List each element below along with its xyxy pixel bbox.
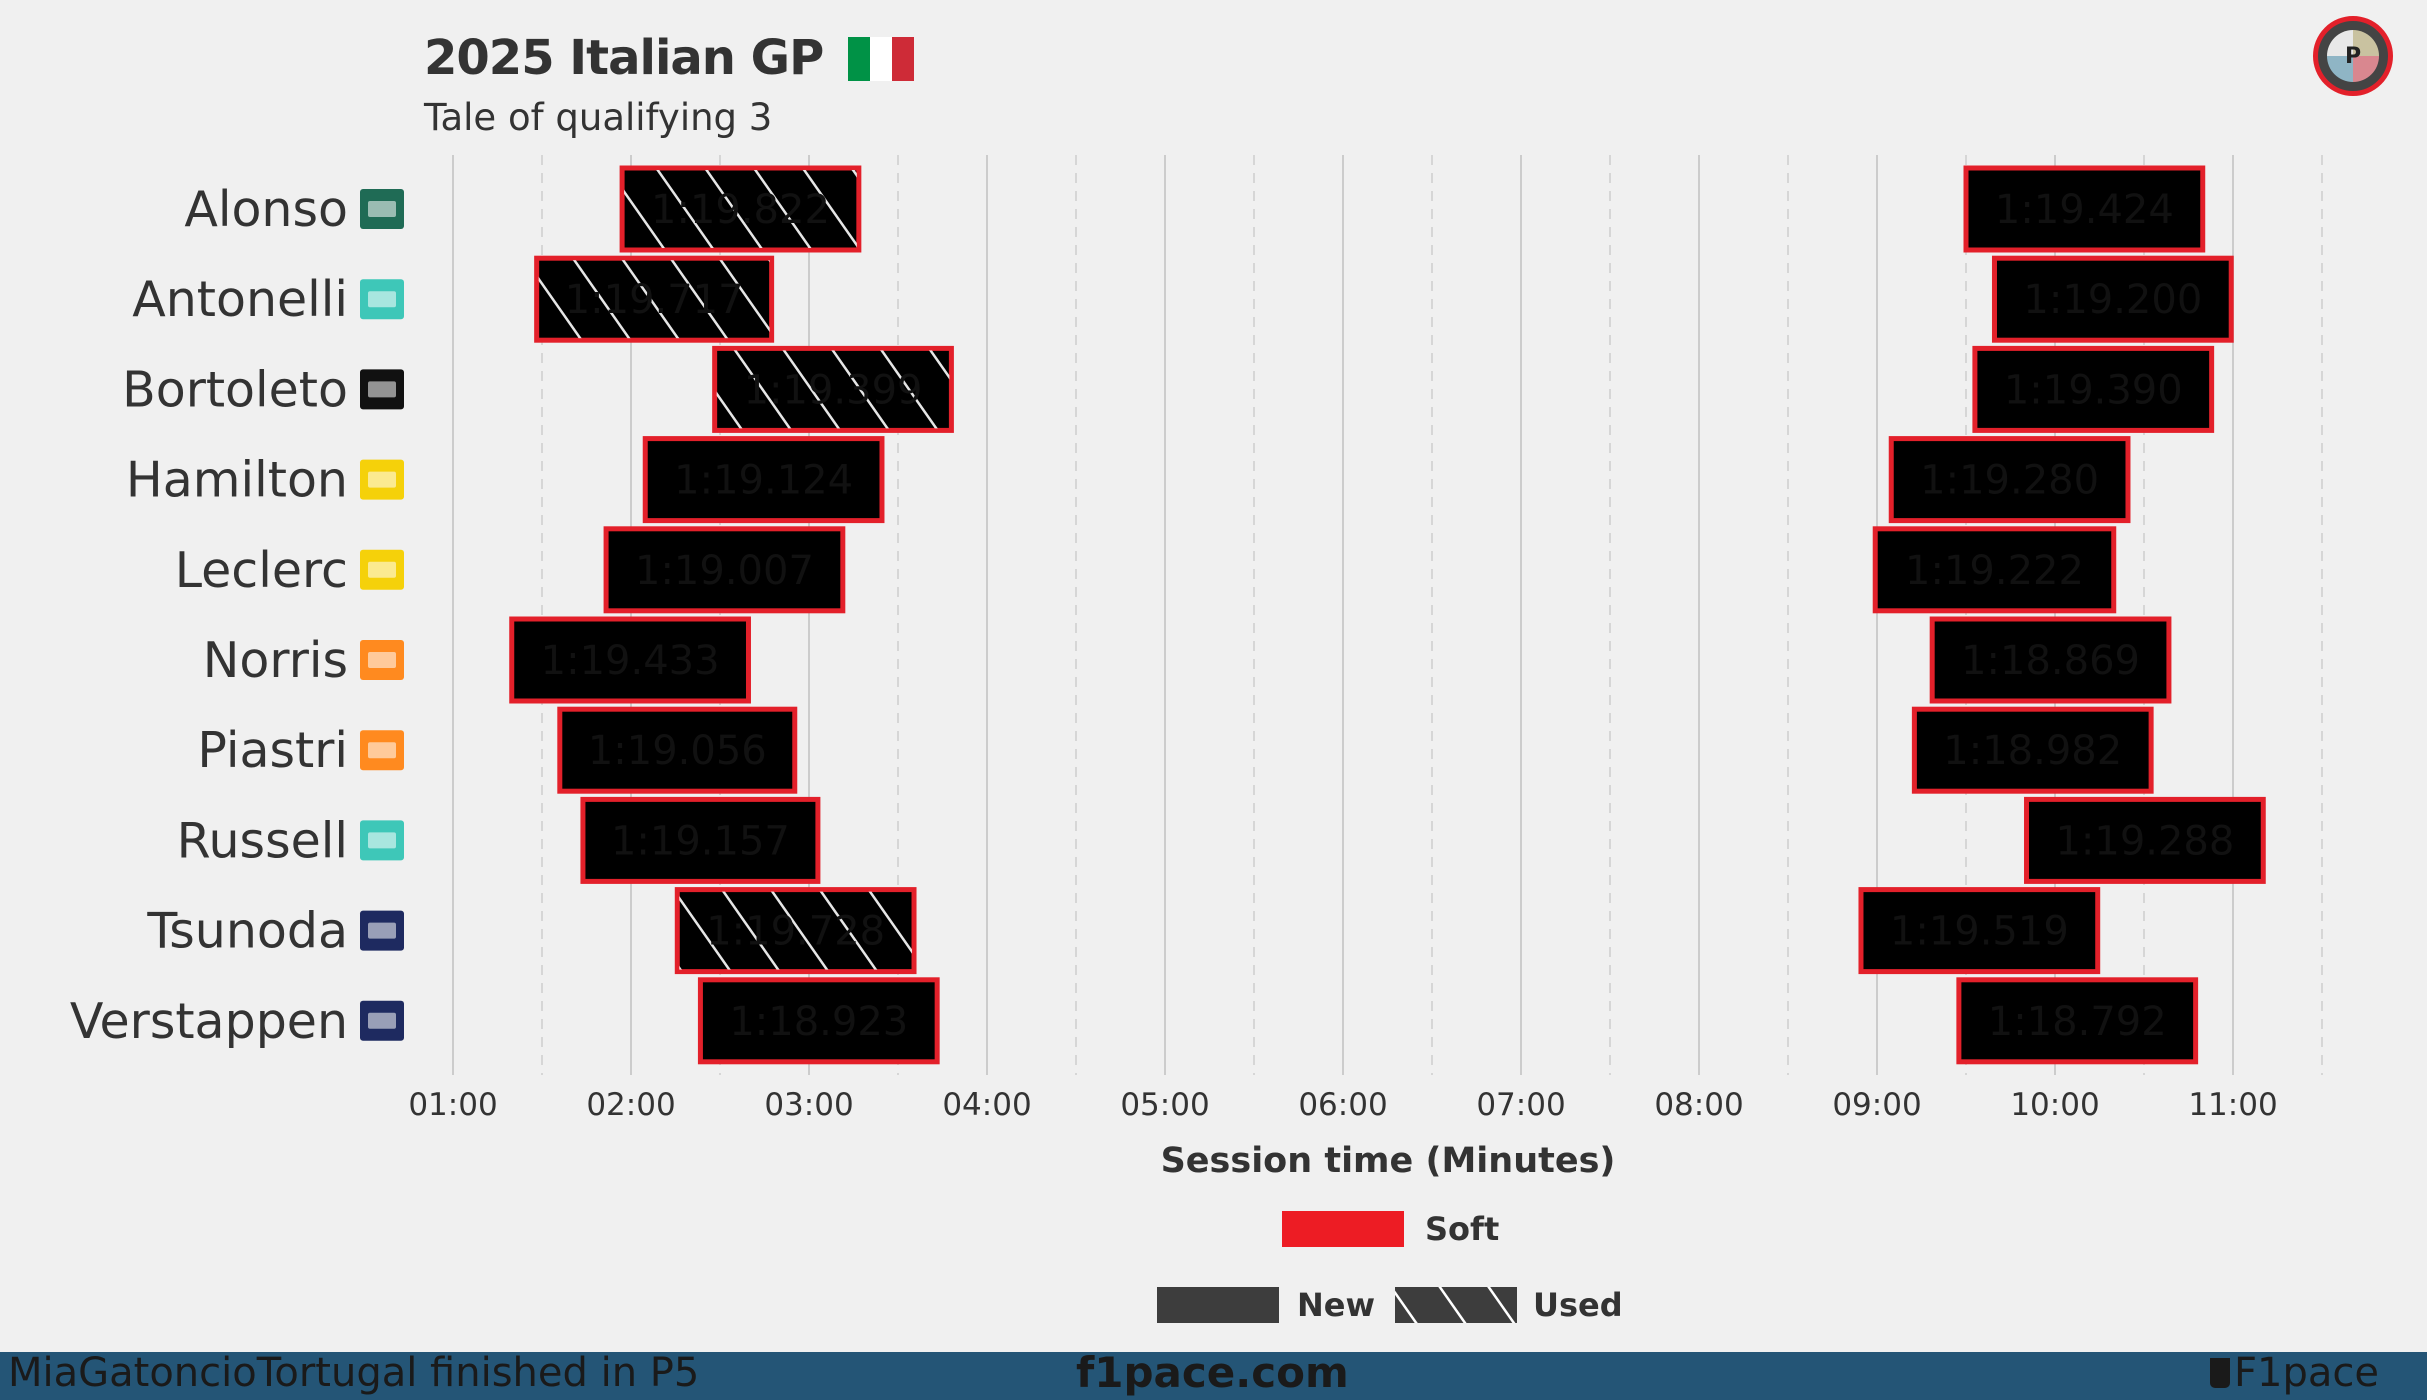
x-axis-label: Session time (Minutes) xyxy=(1161,1141,1616,1181)
lap-bar xyxy=(557,706,798,794)
lap-bar xyxy=(603,526,846,614)
driver-label: Piastri xyxy=(197,722,348,779)
x-tick-label: 01:00 xyxy=(408,1087,497,1123)
kick-sauber-icon-mark xyxy=(368,381,396,398)
x-tick-label: 10:00 xyxy=(2010,1087,2099,1123)
lap-bar xyxy=(2024,796,2266,884)
lap-bar-hatch xyxy=(624,170,857,248)
footer-site-link[interactable]: f1pace.com xyxy=(1076,1348,1349,1397)
ferrari-icon-mark xyxy=(368,561,396,578)
x-tick-label: 08:00 xyxy=(1654,1087,1743,1123)
lap-bar xyxy=(580,796,821,884)
lap-bar xyxy=(1911,706,2154,794)
lap-time-label: 1:19.519 xyxy=(1890,909,2069,955)
driver-label: Verstappen xyxy=(70,993,348,1050)
lap-time-label: 1:19.157 xyxy=(611,818,790,864)
lap-time-label: 1:19.056 xyxy=(588,728,767,774)
x-tick-label: 02:00 xyxy=(586,1087,675,1123)
lap-time-label: 1:19.124 xyxy=(674,458,853,504)
lap-bar xyxy=(1858,887,2101,975)
footer-brand-label: F1pace xyxy=(2234,1350,2379,1396)
chart-title: 2025 Italian GP xyxy=(424,30,824,86)
lap-bar-hatch xyxy=(679,891,913,970)
footer-bar xyxy=(0,1352,2427,1400)
lap-bar xyxy=(642,436,885,524)
driver-label: Alonso xyxy=(184,181,348,238)
lap-time-label: 1:19.280 xyxy=(1920,458,2099,504)
footer-brand[interactable]: F1pace xyxy=(2210,1350,2379,1396)
red-bull-icon-mark xyxy=(368,922,396,939)
mclaren-icon-mark xyxy=(368,742,396,759)
x-tick-label: 04:00 xyxy=(942,1087,1031,1123)
qualifying-timeline-chart: 01:00 02:00 03:00 04:00 05:00 06:00 07:00 08:00… xyxy=(70,155,2323,1324)
lap-time-label: 1:18.792 xyxy=(1988,999,2167,1045)
legend-new-swatch xyxy=(1157,1287,1279,1323)
lap-time-label: 1:19.822 xyxy=(651,187,830,233)
lap-time-label: 1:19.200 xyxy=(2023,277,2202,323)
mercedes-icon-mark xyxy=(368,832,396,849)
lap-time-label: 1:19.433 xyxy=(541,638,720,684)
x-tick-label: 11:00 xyxy=(2188,1087,2277,1123)
lap-bar xyxy=(1991,255,2234,343)
lap-bar-hatch xyxy=(538,260,770,339)
legend-used-hatch xyxy=(1395,1287,1517,1323)
lap-time-label: 1:19.424 xyxy=(1995,187,2174,233)
legend-used-label: Used xyxy=(1533,1286,1623,1324)
lap-bar xyxy=(1956,977,2199,1065)
lap-time-label: 1:19.390 xyxy=(2004,367,2183,413)
ferrari-icon-mark xyxy=(368,471,396,488)
lap-time-label: 1:19.717 xyxy=(565,277,744,323)
lap-bar xyxy=(1963,165,2206,253)
lap-time-label: 1:19.007 xyxy=(635,548,814,594)
chart-subtitle: Tale of qualifying 3 xyxy=(424,96,773,139)
lap-bar xyxy=(1872,526,2117,614)
driver-label: Leclerc xyxy=(175,542,348,599)
lap-time-label: 1:19.222 xyxy=(1905,548,2084,594)
lap-time-label: 1:18.923 xyxy=(729,999,908,1045)
driver-label: Norris xyxy=(203,632,348,689)
lap-time-label: 1:19.728 xyxy=(706,909,885,955)
lap-time-label: 1:18.869 xyxy=(1961,638,2140,684)
driver-label: Russell xyxy=(177,812,348,869)
x-tick-label: 06:00 xyxy=(1298,1087,1387,1123)
mercedes-icon-mark xyxy=(368,291,396,308)
aston-martin-icon-mark xyxy=(368,201,396,217)
logo-letter: P xyxy=(2344,43,2362,69)
lap-time-label: 1:19.399 xyxy=(744,367,923,413)
x-tick-label: 09:00 xyxy=(1832,1087,1921,1123)
lap-bar-hatch xyxy=(716,350,950,429)
italy-flag-icon xyxy=(848,37,914,81)
driver-label: Tsunoda xyxy=(146,903,348,960)
mclaren-icon-mark xyxy=(368,652,396,668)
coffee-cup-icon xyxy=(2210,1358,2230,1388)
f1pace-logo-icon: P xyxy=(2313,16,2393,96)
driver-label: Hamilton xyxy=(126,452,348,509)
lap-bar xyxy=(1972,345,2215,433)
driver-label: Bortoleto xyxy=(122,361,348,418)
lap-bar xyxy=(1888,436,2131,524)
legend-new-label: New xyxy=(1297,1286,1375,1324)
lap-time-label: 1:18.982 xyxy=(1943,728,2122,774)
lap-time-label: 1:19.288 xyxy=(2055,818,2234,864)
lap-bar xyxy=(1929,616,2172,704)
legend-soft-label: Soft xyxy=(1425,1210,1499,1248)
x-tick-label: 07:00 xyxy=(1476,1087,1565,1123)
x-tick-label: 05:00 xyxy=(1120,1087,1209,1123)
red-bull-icon-mark xyxy=(368,1012,396,1029)
footer-finish-text: MiaGatoncioTortugal finished in P5 xyxy=(8,1350,700,1396)
legend-soft-swatch xyxy=(1282,1211,1404,1247)
driver-label: Antonelli xyxy=(132,271,348,328)
lap-bar xyxy=(509,616,751,704)
x-tick-label: 03:00 xyxy=(764,1087,853,1123)
lap-bar xyxy=(697,977,940,1065)
